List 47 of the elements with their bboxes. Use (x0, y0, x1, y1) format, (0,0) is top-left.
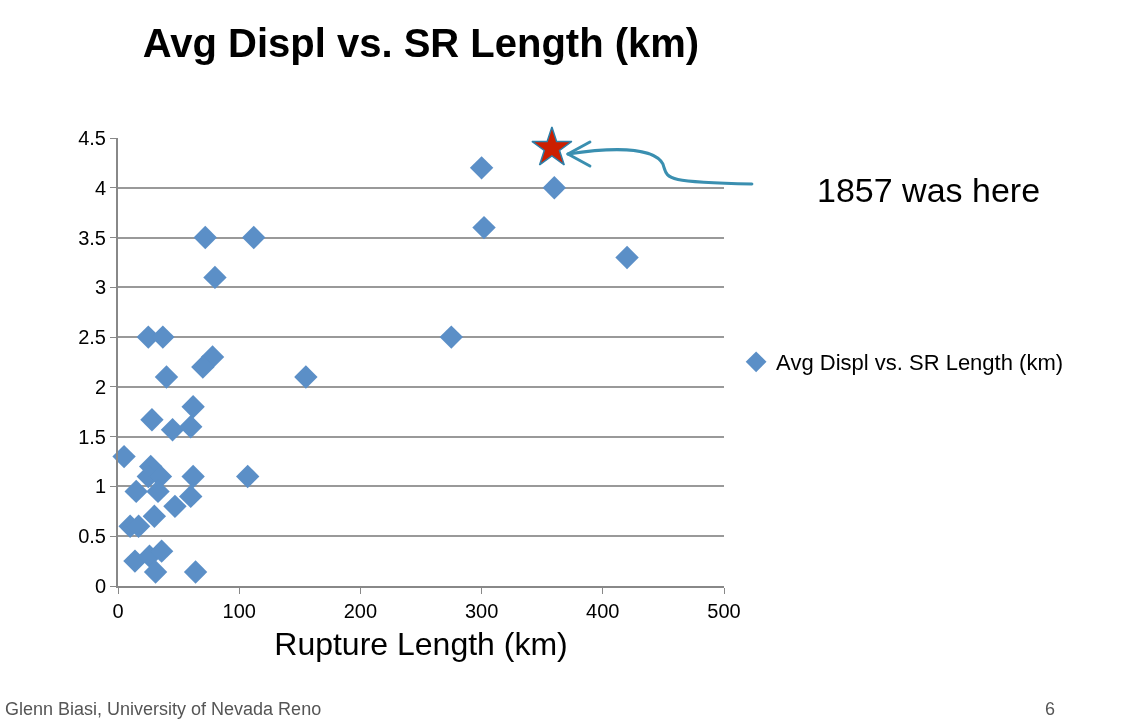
point (183, 560, 208, 584)
x-tick-label: 0 (112, 600, 124, 622)
point (439, 325, 463, 349)
point (112, 444, 136, 469)
point (179, 484, 203, 509)
x-tick-label: 400 (586, 600, 620, 622)
point (235, 464, 260, 489)
point (181, 464, 205, 489)
point (142, 504, 167, 529)
point (615, 245, 639, 270)
point (124, 479, 148, 504)
chart-title: Avg Displ vs. SR Length (km) (142, 21, 700, 66)
point (193, 225, 217, 250)
y-tick-label: 3 (94, 276, 106, 299)
point (203, 265, 227, 290)
point (472, 215, 496, 240)
legend-label: Avg Displ vs. SR Length (km) (776, 350, 1064, 376)
point (191, 355, 215, 379)
x-tick-label: 100 (222, 600, 256, 622)
point (181, 395, 205, 419)
y-tick-label: 2.5 (78, 326, 106, 349)
point (160, 418, 185, 442)
y-tick-label: 2 (94, 375, 106, 398)
y-tick-label: 1 (94, 475, 106, 498)
point (542, 176, 567, 200)
point (469, 156, 494, 180)
y-tick-label: 3.5 (78, 226, 106, 249)
x-tick-label: 500 (707, 600, 741, 622)
point (531, 126, 573, 166)
y-tick-label: 0 (94, 575, 106, 597)
point (163, 494, 187, 519)
x-axis-title: Rupture Length (km) (274, 626, 568, 663)
x-tick-label: 300 (464, 600, 499, 622)
x-tick-label: 200 (343, 600, 378, 622)
y-tick-label: 4.5 (78, 127, 106, 149)
text: 6 (1045, 699, 1056, 719)
point (179, 415, 203, 439)
y-tick-label: 4 (94, 176, 106, 199)
text: Glenn Biasi, University of Nevada Reno (5, 699, 322, 719)
text: 1857 was here (817, 171, 1041, 209)
point (154, 365, 179, 389)
y-tick-label: 0.5 (78, 525, 106, 548)
point (294, 365, 318, 389)
y-tick-label: 1.5 (78, 425, 106, 448)
point (143, 560, 168, 584)
point (140, 408, 164, 432)
point (242, 225, 266, 250)
